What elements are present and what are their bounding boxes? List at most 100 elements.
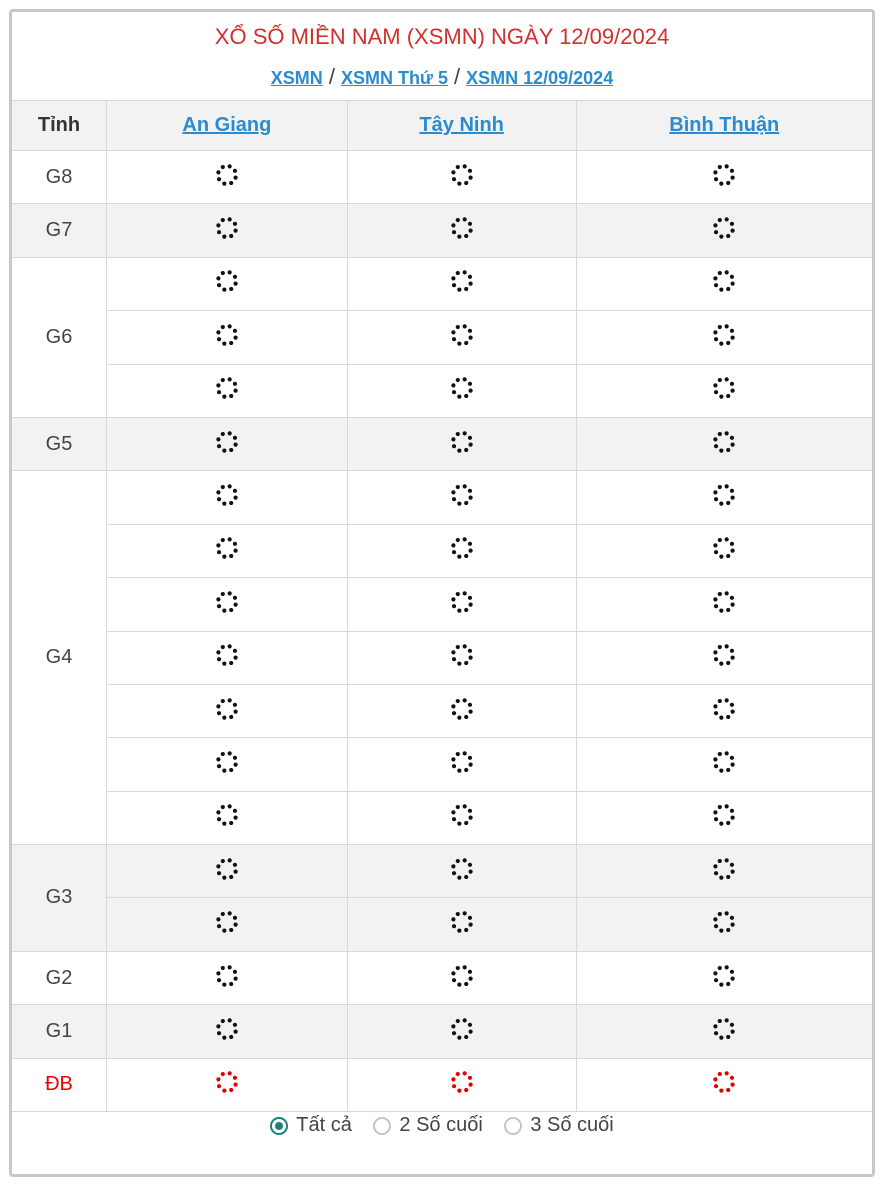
result-cell bbox=[575, 1057, 872, 1113]
result-cell bbox=[346, 203, 577, 258]
result-cell bbox=[575, 310, 872, 365]
loading-spinner-icon bbox=[213, 964, 241, 994]
result-cell bbox=[106, 897, 348, 952]
prize-row bbox=[12, 363, 872, 418]
digit-filter: Tất cả 2 Số cuối 3 Số cuối bbox=[12, 1114, 872, 1141]
loading-spinner-icon bbox=[213, 858, 241, 887]
result-cell bbox=[106, 256, 348, 312]
result-cell bbox=[106, 310, 348, 365]
result-cell bbox=[346, 950, 577, 1006]
result-cell bbox=[575, 523, 872, 579]
loading-spinner-icon bbox=[710, 430, 738, 460]
loading-spinner-icon bbox=[710, 804, 738, 833]
loading-spinner-icon bbox=[710, 324, 738, 353]
result-cell bbox=[575, 203, 872, 258]
loading-spinner-icon bbox=[213, 430, 241, 460]
prize-label: G3 bbox=[12, 844, 107, 952]
prize-label: G4 bbox=[12, 470, 107, 846]
prize-label: G6 bbox=[12, 256, 107, 418]
loading-spinner-icon bbox=[213, 537, 241, 566]
result-cell bbox=[346, 470, 577, 525]
loading-spinner-icon bbox=[213, 751, 241, 780]
province-link[interactable]: An Giang bbox=[182, 114, 272, 136]
result-cell bbox=[346, 256, 577, 312]
prize-row: G8 bbox=[12, 149, 872, 205]
result-cell bbox=[575, 844, 872, 899]
loading-spinner-icon bbox=[710, 697, 738, 727]
prize-row bbox=[12, 630, 872, 685]
result-cell bbox=[106, 203, 348, 258]
loading-spinner-icon bbox=[448, 484, 476, 513]
radio-unchecked-icon[interactable] bbox=[504, 1116, 523, 1135]
page-title: XỔ SỐ MIỀN NAM (XSMN) NGÀY 12/09/2024 bbox=[214, 24, 670, 49]
loading-spinner-icon bbox=[710, 751, 738, 780]
loading-spinner-icon bbox=[710, 911, 738, 940]
result-cell bbox=[106, 470, 348, 525]
prize-row bbox=[12, 523, 872, 579]
result-cell bbox=[106, 630, 348, 685]
prize-row bbox=[12, 577, 872, 632]
loading-spinner-icon bbox=[448, 858, 476, 887]
loading-spinner-icon bbox=[448, 804, 476, 833]
result-cell bbox=[575, 256, 872, 312]
loading-spinner-icon bbox=[710, 163, 738, 193]
result-cell bbox=[346, 737, 577, 792]
breadcrumb-xsmn[interactable]: XSMN bbox=[270, 68, 323, 88]
loading-spinner-icon bbox=[710, 964, 738, 994]
result-cell bbox=[575, 737, 872, 792]
result-cell bbox=[106, 790, 348, 846]
result-cell bbox=[575, 630, 872, 685]
result-cell bbox=[346, 523, 577, 579]
filter-last-2[interactable]: 2 Số cuối bbox=[373, 1114, 483, 1137]
loading-spinner-icon bbox=[448, 537, 476, 566]
result-cell bbox=[575, 149, 872, 205]
result-cell bbox=[575, 897, 872, 952]
prize-row: G5 bbox=[12, 416, 872, 472]
result-cell bbox=[106, 577, 348, 632]
results-card: XỔ SỐ MIỀN NAM (XSMN) NGÀY 12/09/2024 XS… bbox=[9, 9, 875, 1177]
province-an-giang: An Giang bbox=[106, 100, 348, 151]
loading-spinner-icon bbox=[213, 591, 241, 620]
loading-spinner-icon bbox=[448, 697, 476, 727]
prize-row: G6 bbox=[12, 256, 872, 418]
filter-label: 3 Số cuối bbox=[530, 1114, 614, 1136]
loading-spinner-icon bbox=[213, 911, 241, 940]
province-binh-thuan: Bình Thuận bbox=[575, 100, 872, 151]
result-cell bbox=[106, 149, 348, 205]
results-table: Tỉnh An Giang Tây Ninh Bình Thuận G8 G7 G6… bbox=[12, 100, 872, 1113]
radio-checked-icon[interactable] bbox=[270, 1116, 289, 1135]
province-tay-ninh: Tây Ninh bbox=[346, 100, 577, 151]
result-cell bbox=[106, 683, 348, 739]
result-cell bbox=[106, 1057, 348, 1113]
loading-spinner-icon bbox=[448, 377, 476, 406]
result-cell bbox=[346, 897, 577, 952]
breadcrumb-date[interactable]: XSMN 12/09/2024 bbox=[466, 68, 614, 88]
loading-spinner-icon bbox=[213, 644, 241, 673]
filter-all[interactable]: Tất cả bbox=[270, 1114, 352, 1137]
prize-row: G4 bbox=[12, 470, 872, 846]
prize-row: G7 bbox=[12, 203, 872, 258]
prize-row: ĐB bbox=[12, 1057, 872, 1113]
filter-last-3[interactable]: 3 Số cuối bbox=[504, 1114, 614, 1137]
loading-spinner-icon bbox=[448, 1071, 476, 1100]
loading-spinner-icon bbox=[448, 644, 476, 673]
loading-spinner-icon bbox=[710, 1071, 738, 1100]
loading-spinner-icon bbox=[213, 804, 241, 833]
prize-row bbox=[12, 897, 872, 952]
result-cell bbox=[106, 416, 348, 472]
prize-row bbox=[12, 683, 872, 739]
loading-spinner-icon bbox=[448, 964, 476, 994]
result-cell bbox=[575, 470, 872, 525]
breadcrumb-xsmn-thu5[interactable]: XSMN Thứ 5 bbox=[340, 68, 448, 88]
loading-spinner-icon bbox=[213, 484, 241, 513]
prize-row: G2 bbox=[12, 950, 872, 1006]
loading-spinner-icon bbox=[213, 697, 241, 727]
loading-spinner-icon bbox=[448, 217, 476, 246]
province-link[interactable]: Tây Ninh bbox=[419, 114, 504, 136]
radio-unchecked-icon[interactable] bbox=[373, 1116, 392, 1135]
result-cell bbox=[346, 1004, 577, 1059]
prize-row: G1 bbox=[12, 1004, 872, 1059]
breadcrumb-separator: / bbox=[328, 64, 335, 89]
breadcrumb-separator: / bbox=[453, 64, 461, 89]
province-link[interactable]: Bình Thuận bbox=[669, 114, 780, 136]
